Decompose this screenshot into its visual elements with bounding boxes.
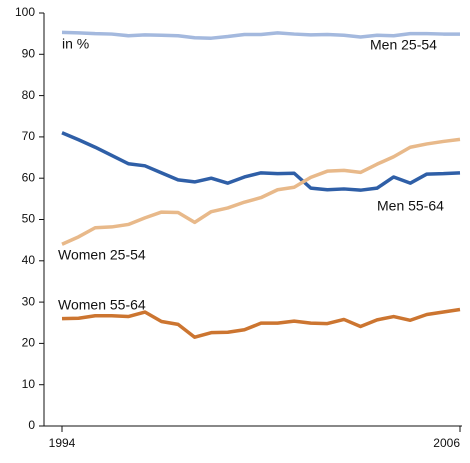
x-tick-label: 1994 <box>49 436 76 450</box>
y-tick-label: 30 <box>22 294 36 308</box>
y-tick-label: 0 <box>28 418 35 432</box>
y-tick-label: 40 <box>22 253 36 267</box>
series-line <box>61 137 461 246</box>
y-tick-label: 80 <box>22 88 36 102</box>
y-unit-label: in % <box>62 36 89 52</box>
y-tick-label: 100 <box>15 5 35 19</box>
y-tick-label: 50 <box>22 212 36 226</box>
series-line <box>61 131 461 192</box>
series-label: Men 25-54 <box>370 37 437 53</box>
x-tick-label: 2006 <box>433 436 460 450</box>
y-tick-label: 70 <box>22 129 36 143</box>
y-tick-label: 20 <box>22 336 36 350</box>
y-tick-label: 10 <box>22 377 36 391</box>
series-line <box>61 30 460 40</box>
series-label: Men 55-64 <box>377 198 444 214</box>
series-line <box>61 307 461 339</box>
series-label: Women 25-54 <box>58 247 146 263</box>
y-tick-label: 90 <box>22 46 36 60</box>
y-tick-label: 60 <box>22 170 36 184</box>
series-label: Women 55-64 <box>58 297 146 313</box>
